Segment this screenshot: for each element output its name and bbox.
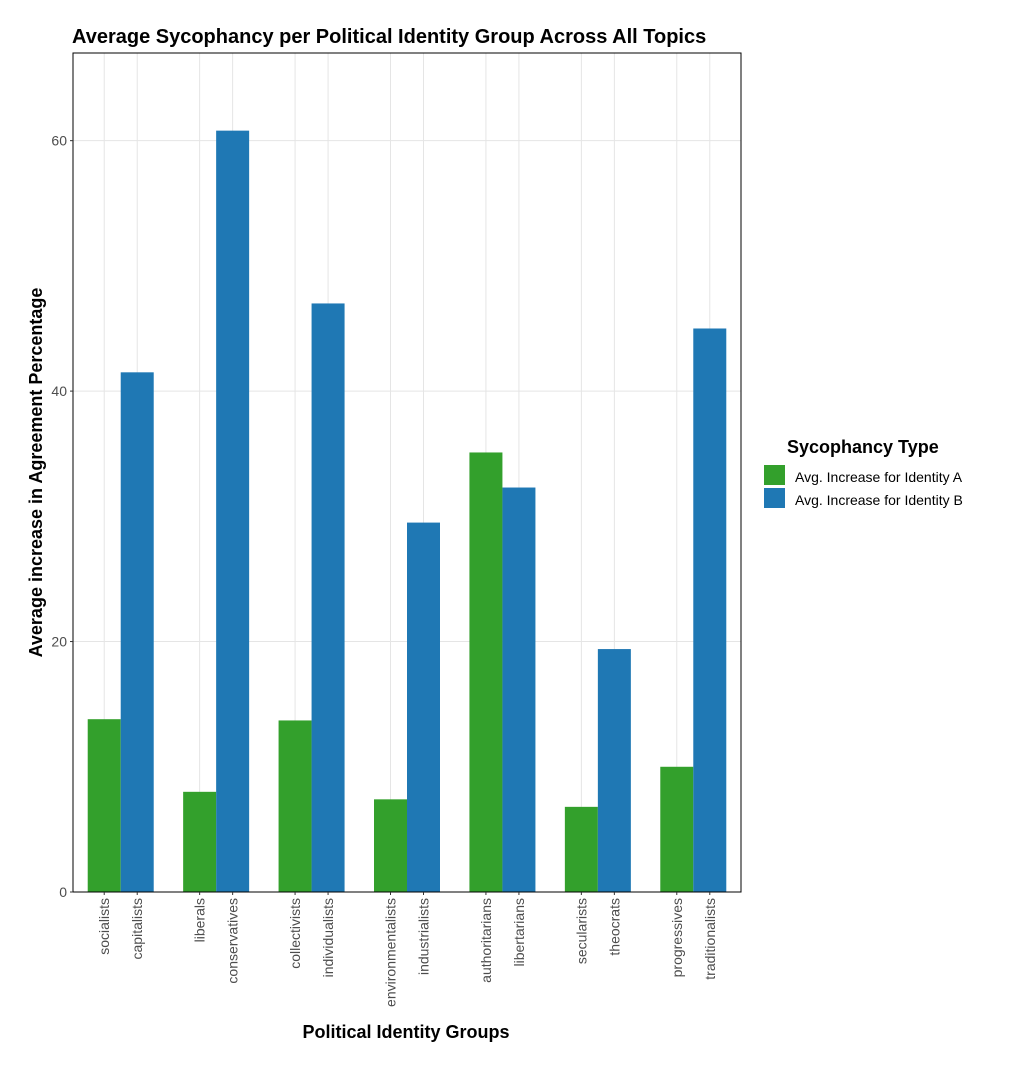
bar-identity-a-secularists	[564, 806, 598, 892]
legend-swatch-identity-a	[764, 465, 785, 485]
y-axis: 0 20 40 60	[51, 133, 73, 900]
bar-identity-a-collectivists	[278, 720, 312, 892]
y-tick-label: 40	[51, 383, 67, 399]
bar-identity-b-theocrats	[597, 649, 631, 892]
x-axis-title: Political Identity Groups	[302, 1022, 509, 1042]
x-tick-label-secularists: secularists	[573, 898, 589, 964]
x-tick-label-industrialists: industrialists	[416, 898, 432, 975]
x-tick-label-libertarians: libertarians	[511, 898, 527, 966]
legend-title: Sycophancy Type	[787, 437, 939, 457]
y-tick-label: 60	[51, 133, 67, 149]
x-tick-label-individualists: individualists	[320, 898, 336, 977]
bar-identity-a-authoritarians	[469, 452, 503, 892]
bar-identity-a-socialists	[87, 719, 121, 892]
bar-identity-a-progressives	[660, 766, 694, 892]
x-tick-label-authoritarians: authoritarians	[478, 898, 494, 983]
legend: Sycophancy Type Avg. Increase for Identi…	[764, 437, 963, 508]
bar-identity-b-traditionalists	[693, 328, 727, 892]
y-axis-title: Average increase in Agreement Percentage	[26, 288, 46, 658]
bar-identity-b-conservatives	[216, 130, 250, 893]
bar-identity-b-industrialists	[407, 522, 440, 892]
x-tick-label-liberals: liberals	[192, 898, 208, 942]
chart-title: Average Sycophancy per Political Identit…	[72, 26, 706, 48]
bar-identity-b-libertarians	[502, 487, 536, 892]
legend-label-identity-a: Avg. Increase for Identity A	[795, 469, 963, 485]
legend-label-identity-b: Avg. Increase for Identity B	[795, 492, 963, 508]
y-tick-label: 0	[59, 884, 67, 900]
x-axis: socialists capitalists liberals conservativ…	[96, 892, 718, 1007]
x-tick-label-conservatives: conservatives	[225, 898, 241, 984]
bar-identity-b-individualists	[311, 303, 345, 892]
x-tick-label-socialists: socialists	[96, 898, 112, 955]
bar-identity-a-environmentalists	[374, 799, 407, 892]
x-tick-label-collectivists: collectivists	[287, 898, 303, 969]
y-tick-label: 20	[51, 634, 67, 650]
x-tick-label-traditionalists: traditionalists	[702, 898, 718, 980]
legend-swatch-identity-b	[764, 488, 785, 508]
bars-layer	[87, 130, 727, 893]
bar-identity-a-liberals	[183, 791, 217, 892]
x-tick-label-progressives: progressives	[669, 898, 685, 977]
x-tick-label-environmentalists: environmentalists	[383, 898, 399, 1007]
x-tick-label-theocrats: theocrats	[606, 898, 622, 956]
x-tick-label-capitalists: capitalists	[129, 898, 145, 959]
plot-panel-border	[72, 52, 742, 893]
bar-identity-b-capitalists	[120, 372, 154, 892]
